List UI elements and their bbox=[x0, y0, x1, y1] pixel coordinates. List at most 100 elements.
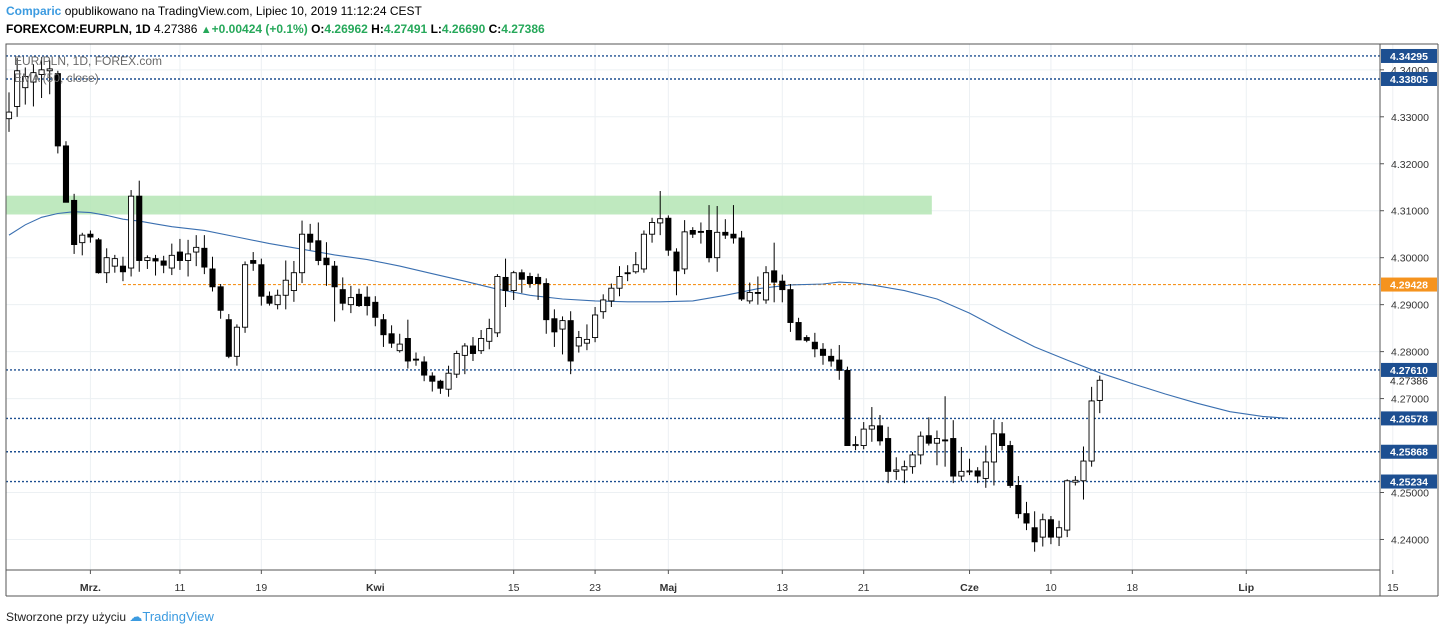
open-value: 4.26962 bbox=[324, 22, 368, 36]
candle-body bbox=[518, 272, 525, 280]
level-label-bg bbox=[1381, 48, 1437, 63]
indicator-label: EMA (50, close) bbox=[14, 71, 99, 85]
candle-body bbox=[364, 296, 371, 307]
level-label-bg bbox=[1381, 362, 1437, 377]
candle-body bbox=[111, 258, 118, 267]
level-label-bg bbox=[1381, 474, 1437, 489]
candle-body bbox=[681, 231, 688, 270]
candle-body bbox=[38, 69, 45, 75]
level-label-bg bbox=[1381, 444, 1437, 459]
candle-body bbox=[502, 276, 509, 292]
candle-body bbox=[543, 283, 550, 321]
level-label: 4.25868 bbox=[1390, 447, 1428, 459]
candle-body bbox=[689, 229, 696, 235]
candle-body bbox=[811, 341, 818, 350]
candle-body bbox=[421, 361, 428, 376]
price-axis[interactable]: 4.340004.330004.320004.310004.300004.290… bbox=[1380, 65, 1429, 547]
candle-body bbox=[1007, 445, 1014, 486]
price-chart[interactable]: EUR/PLN, 1D, FOREX.com EMA (50, close) 4… bbox=[0, 0, 1444, 600]
price-tick-label: 4.24000 bbox=[1391, 534, 1429, 546]
ohlc-legend: FOREXCOM:EURPLN, 1D 4.27386 ▲+0.00424 (+… bbox=[6, 22, 545, 36]
candle-body bbox=[1072, 479, 1079, 483]
candle-body bbox=[990, 433, 997, 463]
time-tick-label: 10 bbox=[1045, 582, 1057, 594]
close-label: C: bbox=[488, 22, 502, 36]
candle-body bbox=[510, 272, 517, 292]
candle-body bbox=[193, 246, 200, 253]
candle-body bbox=[640, 233, 647, 270]
candle-body bbox=[176, 251, 183, 261]
change-value: +0.00424 (+0.1%) bbox=[211, 22, 308, 36]
candle-body bbox=[242, 264, 249, 328]
time-tick-label: Mrz. bbox=[80, 582, 101, 594]
candle-body bbox=[494, 276, 501, 334]
candle-body bbox=[559, 320, 566, 330]
candle-body bbox=[697, 230, 704, 233]
candle-body bbox=[136, 195, 143, 261]
footer: Stworzone przy użyciu ☁TradingView bbox=[6, 609, 214, 625]
candle-body bbox=[1056, 527, 1063, 538]
publisher-name[interactable]: Comparic bbox=[6, 4, 62, 18]
last-value: 4.27386 bbox=[154, 22, 198, 36]
level-label: 4.27610 bbox=[1390, 365, 1428, 377]
candle-body bbox=[128, 195, 135, 269]
time-tick-label: 21 bbox=[858, 582, 870, 594]
level-label: 4.29428 bbox=[1390, 280, 1428, 292]
low-value: 4.26690 bbox=[441, 22, 486, 36]
ema-line bbox=[8, 211, 1288, 419]
candle-body bbox=[168, 254, 175, 269]
candle-body bbox=[461, 345, 468, 356]
candle-body bbox=[396, 343, 403, 352]
candle-body bbox=[331, 265, 338, 288]
candle-body bbox=[795, 322, 802, 341]
level-label-bg bbox=[1381, 277, 1437, 292]
candle-body bbox=[429, 375, 436, 382]
candle-body bbox=[486, 328, 493, 342]
candle-body bbox=[380, 319, 387, 336]
candle-body bbox=[551, 318, 558, 333]
candle-body bbox=[1047, 519, 1054, 538]
candle-body bbox=[144, 257, 151, 261]
price-tick-label: 4.31000 bbox=[1391, 206, 1429, 218]
candle-body bbox=[258, 264, 265, 297]
candle-body bbox=[1031, 527, 1038, 543]
candle-body bbox=[298, 233, 306, 274]
candle-body bbox=[746, 291, 753, 302]
price-tick-label: 4.32000 bbox=[1391, 159, 1429, 171]
candle-body bbox=[999, 433, 1006, 446]
candle-body bbox=[917, 435, 924, 456]
candle-body bbox=[730, 233, 737, 239]
candle-body bbox=[54, 73, 61, 147]
candle-body bbox=[217, 286, 224, 311]
time-tick-label: Maj bbox=[660, 582, 678, 594]
candle-body bbox=[307, 233, 314, 243]
candle-body bbox=[412, 358, 420, 361]
candle-body bbox=[62, 145, 70, 203]
candle-body bbox=[649, 222, 656, 235]
candle-body bbox=[722, 231, 729, 236]
candle-body bbox=[966, 470, 973, 473]
candle-body bbox=[315, 240, 322, 261]
high-value: 4.27491 bbox=[383, 22, 428, 36]
time-axis[interactable]: Mrz. 11 19 Kwi 15 23 Maj 13 21 Cze 10 18 Lip 15 bbox=[80, 570, 1399, 594]
candle-body bbox=[982, 461, 989, 479]
candles bbox=[5, 57, 1103, 552]
candle-body bbox=[5, 111, 13, 120]
candle-body bbox=[714, 231, 721, 259]
candle-body bbox=[754, 291, 761, 294]
symbol-label: FOREXCOM:EURPLN, 1D bbox=[6, 22, 151, 36]
candle-body bbox=[22, 75, 29, 89]
candle-body bbox=[974, 470, 981, 477]
candle-body bbox=[79, 234, 86, 244]
tradingview-brand[interactable]: TradingView bbox=[142, 609, 214, 624]
candle-body bbox=[779, 280, 786, 291]
candle-body bbox=[95, 239, 102, 274]
candle-body bbox=[657, 218, 664, 224]
candle-body bbox=[583, 338, 590, 344]
candle-body bbox=[355, 293, 363, 307]
level-label: 4.33805 bbox=[1390, 74, 1428, 86]
chart-title: EUR/PLN, 1D, FOREX.com bbox=[14, 54, 162, 68]
time-tick-label: 13 bbox=[776, 582, 788, 594]
tradingview-logo-icon: ☁ bbox=[129, 609, 143, 624]
candle-body bbox=[567, 320, 574, 362]
